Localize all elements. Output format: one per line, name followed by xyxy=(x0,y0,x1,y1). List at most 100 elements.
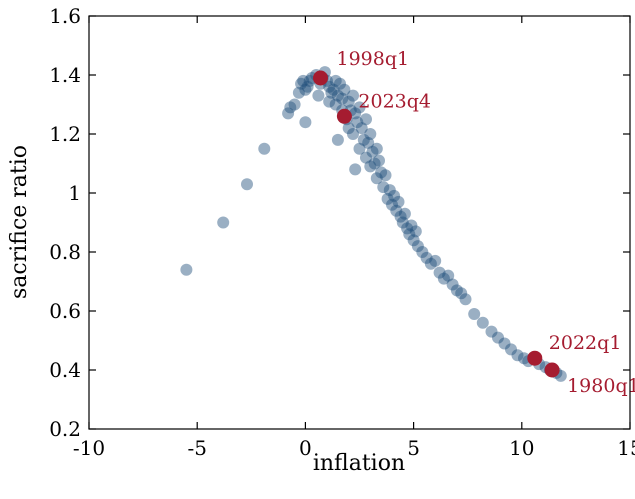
data-point-88 xyxy=(492,331,504,344)
data-point-32 xyxy=(338,83,351,96)
data-point-34 xyxy=(342,95,355,108)
data-point-38 xyxy=(347,128,359,140)
data-point-8 xyxy=(295,77,308,90)
axes-layer: -10 -5 0 5 10 15 0.2 0.4 0.6 0.8 1 1.2 1.4 1.6 xyxy=(49,4,635,460)
x-tick-label: 0 xyxy=(299,436,312,460)
data-point-63 xyxy=(390,204,403,217)
data-point-66 xyxy=(396,216,409,229)
data-point-44 xyxy=(355,122,368,135)
highlight-label-2023q4: 2023q4 xyxy=(358,90,431,112)
data-point-70 xyxy=(405,219,418,232)
data-point-77 xyxy=(429,254,442,267)
data-point-59 xyxy=(381,192,394,205)
y-tick-label: 1.6 xyxy=(49,4,81,28)
highlight-point-1998q1 xyxy=(313,70,328,86)
y-tick-label: 0.6 xyxy=(49,299,81,323)
data-point-65 xyxy=(394,210,407,223)
data-point-55 xyxy=(373,154,385,167)
data-point-79 xyxy=(437,272,450,285)
highlight-point-2022q1 xyxy=(527,350,543,366)
data-point-71 xyxy=(407,234,420,247)
data-point-87 xyxy=(485,325,498,338)
data-point-41 xyxy=(351,116,364,129)
x-tick-label: 5 xyxy=(407,436,420,460)
y-tick-label: 0.2 xyxy=(49,417,81,441)
data-point-25 xyxy=(329,74,342,87)
data-point-40 xyxy=(349,163,362,176)
data-point-27 xyxy=(331,89,344,102)
data-point-78 xyxy=(433,266,446,279)
data-point-48 xyxy=(362,136,375,149)
y-axis-label: sacrifice ratio xyxy=(7,145,32,299)
data-point-9 xyxy=(297,74,310,87)
data-point-16 xyxy=(312,89,325,102)
data-point-43 xyxy=(353,142,366,155)
data-point-29 xyxy=(334,77,346,90)
highlight-point-2023q4 xyxy=(336,108,352,124)
y-tick-label: 1.2 xyxy=(49,122,81,146)
points-layer xyxy=(180,66,567,382)
highlight-layer: 1998q1 2023q4 2022q1 1980q1 xyxy=(313,48,635,397)
data-point-6 xyxy=(288,98,301,111)
data-point-74 xyxy=(416,246,429,258)
highlight-label-2022q1: 2022q1 xyxy=(549,332,622,354)
data-point-86 xyxy=(476,316,489,329)
data-point-13 xyxy=(303,74,316,87)
data-point-67 xyxy=(398,207,411,220)
x-tick-label: 10 xyxy=(509,436,534,460)
data-point-75 xyxy=(420,251,433,264)
highlight-label-1998q1: 1998q1 xyxy=(337,48,410,70)
data-point-2 xyxy=(241,178,253,191)
data-point-91 xyxy=(511,349,524,362)
data-point-92 xyxy=(518,352,530,365)
data-point-46 xyxy=(360,113,372,126)
y-tick-label: 1.4 xyxy=(49,63,81,87)
data-point-45 xyxy=(357,133,370,146)
data-point-89 xyxy=(498,337,511,350)
data-point-4 xyxy=(282,107,295,120)
plot-frame xyxy=(88,15,631,430)
data-point-52 xyxy=(368,157,381,170)
data-point-0 xyxy=(180,263,193,276)
data-point-80 xyxy=(442,269,455,282)
data-point-72 xyxy=(409,225,422,238)
data-point-26 xyxy=(329,98,342,111)
data-point-3 xyxy=(258,142,271,155)
data-point-58 xyxy=(379,169,392,182)
x-tick-label: 15 xyxy=(617,436,635,460)
y-tick-label: 1 xyxy=(68,181,81,205)
data-point-57 xyxy=(377,181,390,194)
data-point-37 xyxy=(347,89,359,102)
x-tick-label: -5 xyxy=(187,436,206,460)
data-point-50 xyxy=(364,160,377,173)
data-point-39 xyxy=(349,107,362,120)
data-point-81 xyxy=(446,278,459,291)
data-point-62 xyxy=(388,189,401,202)
data-point-7 xyxy=(292,86,305,99)
data-point-68 xyxy=(401,222,414,235)
data-point-22 xyxy=(323,95,336,108)
data-point-23 xyxy=(325,86,338,99)
highlight-label-1980q1: 1980q1 xyxy=(567,375,635,397)
data-point-28 xyxy=(331,133,344,146)
data-point-21 xyxy=(323,80,336,93)
data-point-83 xyxy=(455,287,468,300)
highlight-point-1980q1 xyxy=(544,362,560,378)
data-point-49 xyxy=(364,128,377,140)
data-point-42 xyxy=(353,101,366,114)
data-point-82 xyxy=(450,284,463,297)
data-point-69 xyxy=(403,228,416,241)
data-point-64 xyxy=(392,195,405,208)
data-point-54 xyxy=(370,172,383,185)
data-point-11 xyxy=(299,83,312,96)
data-point-10 xyxy=(299,116,312,129)
data-point-53 xyxy=(370,142,383,155)
data-point-35 xyxy=(342,122,355,135)
data-point-30 xyxy=(336,92,349,105)
x-tick-label: -10 xyxy=(73,436,105,460)
data-point-5 xyxy=(284,101,297,114)
data-point-90 xyxy=(505,343,517,356)
data-point-51 xyxy=(366,145,379,158)
data-point-61 xyxy=(386,198,398,211)
